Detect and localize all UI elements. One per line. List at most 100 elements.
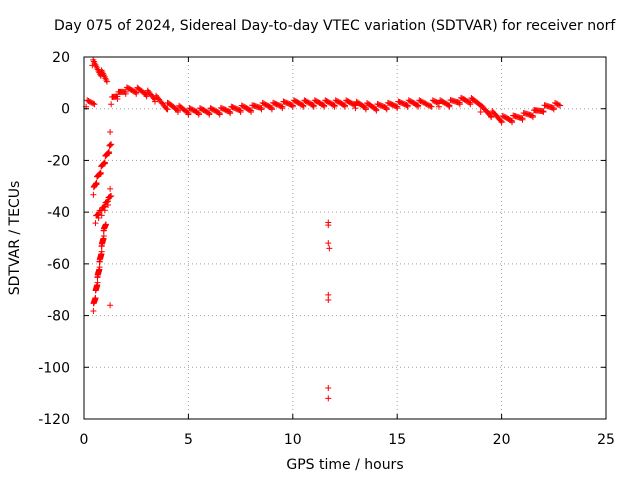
data-point xyxy=(310,103,317,110)
data-point xyxy=(435,103,442,110)
data-point xyxy=(321,103,328,110)
outlier-point xyxy=(107,185,114,192)
data-point xyxy=(92,220,99,227)
data-point xyxy=(185,111,192,118)
data-point xyxy=(268,106,275,113)
data-point xyxy=(477,108,484,115)
outlier-point xyxy=(325,240,332,247)
data-point xyxy=(151,98,158,105)
x-axis-label: GPS time / hours xyxy=(286,457,404,473)
data-point xyxy=(103,78,110,85)
data-point xyxy=(174,108,181,115)
data-point xyxy=(428,103,435,110)
data-point xyxy=(96,264,103,271)
data-point xyxy=(415,103,422,110)
outlier-point xyxy=(325,297,332,304)
x-tick-label: 20 xyxy=(493,432,511,448)
data-point xyxy=(94,279,101,286)
data-point xyxy=(93,181,100,188)
data-point xyxy=(373,107,380,114)
y-tick-label: -80 xyxy=(47,309,70,325)
data-point xyxy=(100,233,107,240)
data-point xyxy=(498,119,505,126)
data-point xyxy=(114,96,121,103)
data-point xyxy=(529,114,536,121)
data-point xyxy=(108,192,115,199)
data-point xyxy=(90,100,97,107)
outlier-point xyxy=(326,245,333,252)
outlier-point xyxy=(325,291,332,298)
data-point xyxy=(394,105,401,112)
data-point xyxy=(258,106,265,113)
data-point xyxy=(550,106,557,113)
data-point xyxy=(105,202,112,209)
data-point xyxy=(540,108,547,115)
data-point xyxy=(91,101,98,108)
data-point xyxy=(488,114,495,121)
y-tick-label: -20 xyxy=(47,153,70,169)
data-point xyxy=(446,103,453,110)
x-tick-label: 5 xyxy=(184,432,193,448)
data-point xyxy=(509,119,516,126)
data-point xyxy=(248,108,255,115)
data-point xyxy=(195,111,202,118)
data-point xyxy=(300,103,307,110)
data-point xyxy=(519,116,526,123)
data-point xyxy=(108,141,115,148)
data-point xyxy=(102,221,109,228)
data-point xyxy=(342,103,348,110)
data-point xyxy=(553,100,560,107)
outlier-point xyxy=(107,302,114,309)
outlier-point xyxy=(325,222,332,229)
y-tick-label: 20 xyxy=(52,50,70,66)
y-tick-label: -60 xyxy=(47,257,70,273)
y-tick-label: -100 xyxy=(38,360,70,376)
x-tick-label: 25 xyxy=(597,432,615,448)
data-point xyxy=(122,90,129,97)
x-tick-label: 0 xyxy=(80,432,89,448)
axis-ticks xyxy=(83,56,607,420)
x-tick-label: 15 xyxy=(388,432,406,448)
plot-frame xyxy=(83,56,607,420)
data-point xyxy=(164,106,171,113)
data-point xyxy=(352,105,359,112)
data-point xyxy=(97,171,104,178)
data-point xyxy=(351,101,358,108)
data-point xyxy=(101,160,108,167)
data-point xyxy=(98,248,105,255)
data-point xyxy=(90,308,97,315)
data-point xyxy=(227,110,234,117)
data-point xyxy=(331,103,338,110)
data-point xyxy=(404,103,411,110)
data-point xyxy=(106,150,113,157)
data-point xyxy=(143,93,150,100)
data-point xyxy=(95,214,102,221)
data-point xyxy=(289,103,296,110)
outlier-point xyxy=(325,384,332,391)
data-point xyxy=(92,295,99,302)
y-tick-label: -40 xyxy=(47,205,70,221)
data-point xyxy=(467,101,474,108)
data-point xyxy=(456,101,463,108)
y-axis-label: SDTVAR / TECUs xyxy=(7,180,23,296)
data-points xyxy=(83,56,564,402)
data-point xyxy=(90,191,97,198)
data-point xyxy=(427,103,434,110)
data-point xyxy=(133,90,140,97)
data-point xyxy=(101,207,108,214)
tick-labels: 0 5 10 15 20 25 -120 -100 -80 -60 -40 -20 0 20 xyxy=(38,50,615,448)
data-point xyxy=(554,101,561,108)
data-point xyxy=(279,105,286,112)
data-point xyxy=(108,101,115,108)
chart-title: Day 075 of 2024, Sidereal Day-to-day VTE… xyxy=(54,18,616,34)
outlier-point xyxy=(325,395,332,402)
x-tick-label: 10 xyxy=(284,432,302,448)
data-point xyxy=(206,111,213,118)
data-point xyxy=(163,105,170,112)
data-point xyxy=(98,212,105,219)
data-point xyxy=(555,101,562,108)
data-point xyxy=(557,102,564,109)
outlier-point xyxy=(107,128,114,135)
y-tick-label: 0 xyxy=(61,102,70,118)
